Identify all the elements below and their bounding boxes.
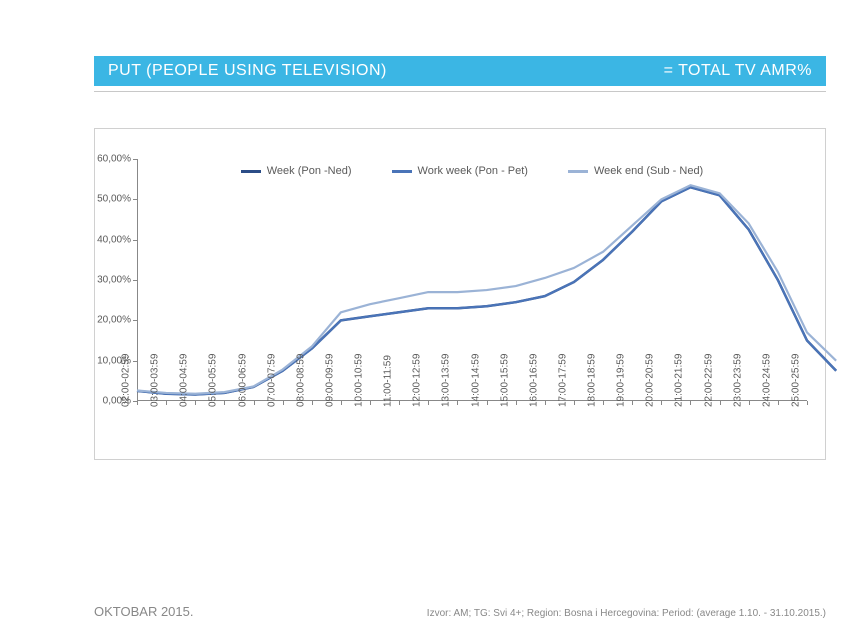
x-tick-mark: [166, 401, 167, 405]
x-tick-label: 02:00-02:59: [121, 354, 132, 407]
x-tick-mark: [487, 401, 488, 405]
legend-label: Week end (Sub - Ned): [594, 165, 703, 177]
x-tick-label: 23:00-23:59: [732, 354, 743, 407]
header-underline: [94, 91, 826, 92]
x-tick-label: 05:00-05:59: [208, 354, 219, 407]
x-tick-mark: [807, 401, 808, 405]
x-tick-label: 13:00-13:59: [441, 354, 452, 407]
legend-item: Week end (Sub - Ned): [568, 165, 703, 177]
x-tick-mark: [545, 401, 546, 405]
y-tick-label: 30,00%: [97, 275, 131, 286]
x-tick-mark: [312, 401, 313, 405]
x-tick-mark: [399, 401, 400, 405]
x-tick-label: 04:00-04:59: [179, 354, 190, 407]
x-tick-label: 09:00-09:59: [324, 354, 335, 407]
x-tick-mark: [690, 401, 691, 405]
x-tick-label: 08:00-08:59: [295, 354, 306, 407]
legend-swatch: [241, 170, 261, 173]
x-tick-label: 10:00-10:59: [354, 354, 365, 407]
header-right: = TOTAL TV AMR%: [664, 62, 812, 80]
x-tick-mark: [603, 401, 604, 405]
x-tick-mark: [749, 401, 750, 405]
chart-container: Week (Pon -Ned) Work week (Pon - Pet) Week…: [94, 128, 826, 460]
header-left: PUT (PEOPLE USING TELEVISION): [108, 62, 387, 80]
x-tick-label: 03:00-03:59: [150, 354, 161, 407]
x-tick-mark: [778, 401, 779, 405]
x-tick-mark: [428, 401, 429, 405]
x-tick-label: 06:00-06:59: [237, 354, 248, 407]
y-tick-mark: [133, 159, 137, 160]
x-tick-mark: [661, 401, 662, 405]
x-tick-label: 22:00-22:59: [703, 354, 714, 407]
y-tick-mark: [133, 280, 137, 281]
x-tick-label: 21:00-21:59: [674, 354, 685, 407]
legend-item: Work week (Pon - Pet): [392, 165, 528, 177]
x-tick-label: 20:00-20:59: [645, 354, 656, 407]
legend-swatch: [392, 170, 412, 173]
y-tick-label: 60,00%: [97, 154, 131, 165]
x-tick-label: 18:00-18:59: [587, 354, 598, 407]
x-tick-label: 16:00-16:59: [528, 354, 539, 407]
y-tick-label: 50,00%: [97, 194, 131, 205]
x-tick-label: 07:00-07:59: [266, 354, 277, 407]
legend-swatch: [568, 170, 588, 173]
x-tick-mark: [457, 401, 458, 405]
x-tick-mark: [720, 401, 721, 405]
x-tick-label: 12:00-12:59: [412, 354, 423, 407]
legend-item: Week (Pon -Ned): [241, 165, 352, 177]
x-tick-mark: [516, 401, 517, 405]
x-tick-mark: [370, 401, 371, 405]
x-tick-mark: [341, 401, 342, 405]
y-tick-mark: [133, 240, 137, 241]
x-tick-mark: [137, 401, 138, 405]
x-tick-mark: [195, 401, 196, 405]
x-tick-label: 11:00-11:59: [383, 355, 394, 407]
x-tick-label: 24:00-24:59: [761, 354, 772, 407]
x-tick-label: 19:00-19:59: [616, 354, 627, 407]
y-tick-mark: [133, 199, 137, 200]
x-tick-label: 15:00-15:59: [499, 354, 510, 407]
y-tick-mark: [133, 361, 137, 362]
x-tick-label: 14:00-14:59: [470, 354, 481, 407]
x-tick-mark: [224, 401, 225, 405]
footer-month: OKTOBAR 2015.: [94, 604, 193, 619]
x-tick-label: 17:00-17:59: [557, 354, 568, 407]
x-tick-mark: [632, 401, 633, 405]
x-tick-mark: [254, 401, 255, 405]
legend: Week (Pon -Ned) Work week (Pon - Pet) Week…: [137, 165, 807, 177]
y-tick-label: 40,00%: [97, 234, 131, 245]
y-tick-label: 20,00%: [97, 315, 131, 326]
legend-label: Work week (Pon - Pet): [418, 165, 528, 177]
header-bar: PUT (PEOPLE USING TELEVISION) = TOTAL TV…: [94, 56, 826, 86]
x-tick-mark: [283, 401, 284, 405]
x-tick-mark: [574, 401, 575, 405]
footer-source: Izvor: AM; TG: Svi 4+; Region: Bosna i H…: [427, 608, 826, 619]
y-tick-mark: [133, 320, 137, 321]
legend-label: Week (Pon -Ned): [267, 165, 352, 177]
plot-area: Week (Pon -Ned) Work week (Pon - Pet) Week…: [137, 159, 807, 401]
x-tick-label: 25:00-25:59: [791, 354, 802, 407]
